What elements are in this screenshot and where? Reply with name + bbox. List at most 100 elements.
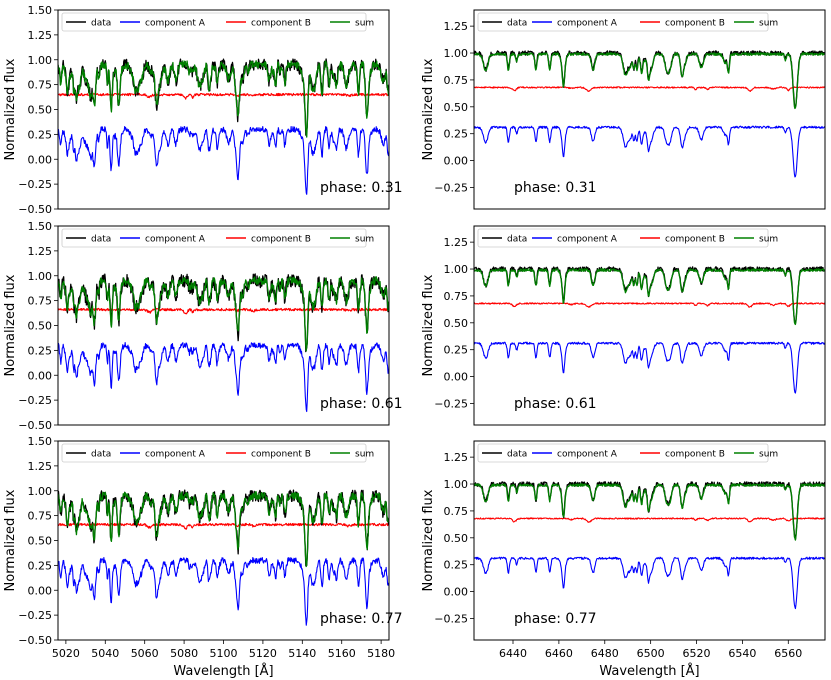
legend-frame: [61, 12, 367, 32]
y-tick-label: −0.25: [18, 178, 52, 191]
y-tick-label: 1.00: [28, 270, 53, 283]
y-tick-label: 1.00: [444, 478, 469, 491]
y-tick-label: 0.00: [28, 153, 53, 166]
y-tick-label: 0.25: [444, 344, 469, 357]
x-tick-label: 6440: [499, 647, 527, 660]
x-tick-label: 6460: [545, 647, 573, 660]
series-line-sum: [474, 268, 825, 326]
legend-label-data: data: [507, 19, 527, 29]
series-line-component-A: [58, 556, 389, 626]
legend-label-component-B: component B: [665, 450, 725, 460]
series-line-component-B: [474, 302, 825, 308]
y-tick-label: −0.25: [434, 612, 468, 625]
legend: data component A component B sum: [61, 443, 374, 463]
y-tick-label: 0.50: [28, 535, 53, 548]
legend: data component A component B sum: [477, 443, 778, 463]
chart-panel-bottom-left: −0.50 −0.25 0.00 0.25 0.50 0.75 1.00 1.25 1.50 50…: [3, 435, 403, 679]
y-axis-label: Normalized flux: [421, 489, 436, 591]
x-tick-label: 5180: [367, 647, 395, 660]
series-line-data: [58, 489, 389, 567]
y-tick-label: 0.75: [28, 295, 53, 308]
series-line-sum: [58, 491, 389, 568]
y-tick-label: 1.25: [444, 236, 469, 249]
y-tick-label: 0.75: [28, 79, 53, 92]
x-tick-label: 5040: [91, 647, 119, 660]
legend-label-data: data: [91, 235, 111, 245]
legend-label-data: data: [507, 235, 527, 245]
y-tick-label: 0.25: [28, 128, 53, 141]
legend: data component A component B sum: [477, 12, 778, 32]
legend-label-sum: sum: [759, 450, 778, 460]
legend-label-data: data: [507, 450, 527, 460]
legend: data component A component B sum: [61, 12, 374, 32]
legend-frame: [477, 12, 769, 32]
y-tick-label: 0.25: [444, 128, 469, 141]
phase-annotation: phase: 0.31: [514, 180, 597, 196]
series-line-component-A: [474, 125, 825, 178]
series-line-data: [58, 58, 389, 136]
x-tick-label: 6480: [591, 647, 619, 660]
y-tick-label: 0.00: [444, 586, 469, 599]
y-tick-label: 1.25: [28, 29, 53, 42]
series-line-sum: [474, 483, 825, 541]
y-axis-label: Normalized flux: [421, 58, 436, 160]
axes-frame: [57, 225, 390, 426]
axes-frame: [473, 440, 826, 641]
legend-label-sum: sum: [355, 19, 374, 29]
legend-label-sum: sum: [759, 19, 778, 29]
chart-panel-middle-left: −0.50 −0.25 0.00 0.25 0.50 0.75 1.00 1.25 1.50 No…: [3, 220, 403, 432]
y-tick-label: 0.00: [28, 369, 53, 382]
x-tick-label: 6560: [774, 647, 802, 660]
y-tick-label: −0.25: [18, 609, 52, 622]
x-tick-label: 6520: [683, 647, 711, 660]
legend-label-component-A: component A: [145, 19, 206, 29]
y-tick-label: −0.50: [18, 419, 52, 432]
series-line-component-A: [474, 341, 825, 394]
chart-panel-top-right: −0.25 0.00 0.25 0.50 0.75 1.00 1.25 Normalized …: [421, 9, 826, 210]
axes-frame: [473, 9, 826, 210]
phase-annotation: phase: 0.31: [320, 180, 403, 196]
y-tick-label: 1.50: [28, 220, 53, 233]
phase-annotation: phase: 0.77: [514, 611, 597, 627]
plot-area: [58, 273, 389, 413]
series-line-component-B: [58, 307, 389, 315]
x-tick-label: 5120: [249, 647, 277, 660]
y-tick-label: 0.75: [444, 74, 469, 87]
phase-annotation: phase: 0.61: [514, 396, 597, 412]
y-axis-label: Normalized flux: [3, 274, 18, 376]
y-tick-label: 0.00: [28, 584, 53, 597]
legend-label-component-A: component A: [557, 235, 618, 245]
y-tick-label: 1.25: [444, 20, 469, 33]
series-line-component-B: [474, 517, 825, 523]
plot-area: [58, 58, 389, 195]
legend-label-data: data: [91, 19, 111, 29]
legend-frame: [61, 443, 367, 463]
axes-frame: [57, 440, 390, 641]
x-tick-label: 6500: [637, 647, 665, 660]
y-tick-label: 1.00: [28, 485, 53, 498]
x-tick-label: 5080: [170, 647, 198, 660]
x-tick-label: 6540: [728, 647, 756, 660]
axes-frame: [57, 9, 390, 210]
x-axis-label: Wavelength [Å]: [173, 663, 273, 679]
y-tick-label: 1.50: [28, 435, 53, 448]
legend-label-component-B: component B: [251, 19, 311, 29]
y-axis-label: Normalized flux: [421, 274, 436, 376]
series-line-sum: [474, 52, 825, 110]
series-line-component-A: [58, 125, 389, 195]
y-tick-label: 0.50: [444, 532, 469, 545]
x-tick-label: 5020: [52, 647, 80, 660]
y-tick-label: 0.50: [28, 104, 53, 117]
series-line-component-A: [474, 556, 825, 610]
y-tick-label: 0.00: [444, 371, 469, 384]
y-tick-label: 0.25: [28, 344, 53, 357]
y-tick-label: −0.25: [18, 394, 52, 407]
y-tick-label: 1.50: [28, 4, 53, 17]
axes-frame: [473, 225, 826, 426]
x-axis-label: Wavelength [Å]: [599, 663, 699, 679]
y-tick-label: 0.50: [28, 320, 53, 333]
y-tick-label: 0.75: [444, 290, 469, 303]
legend-frame: [61, 228, 367, 248]
y-tick-label: −0.50: [18, 203, 52, 216]
